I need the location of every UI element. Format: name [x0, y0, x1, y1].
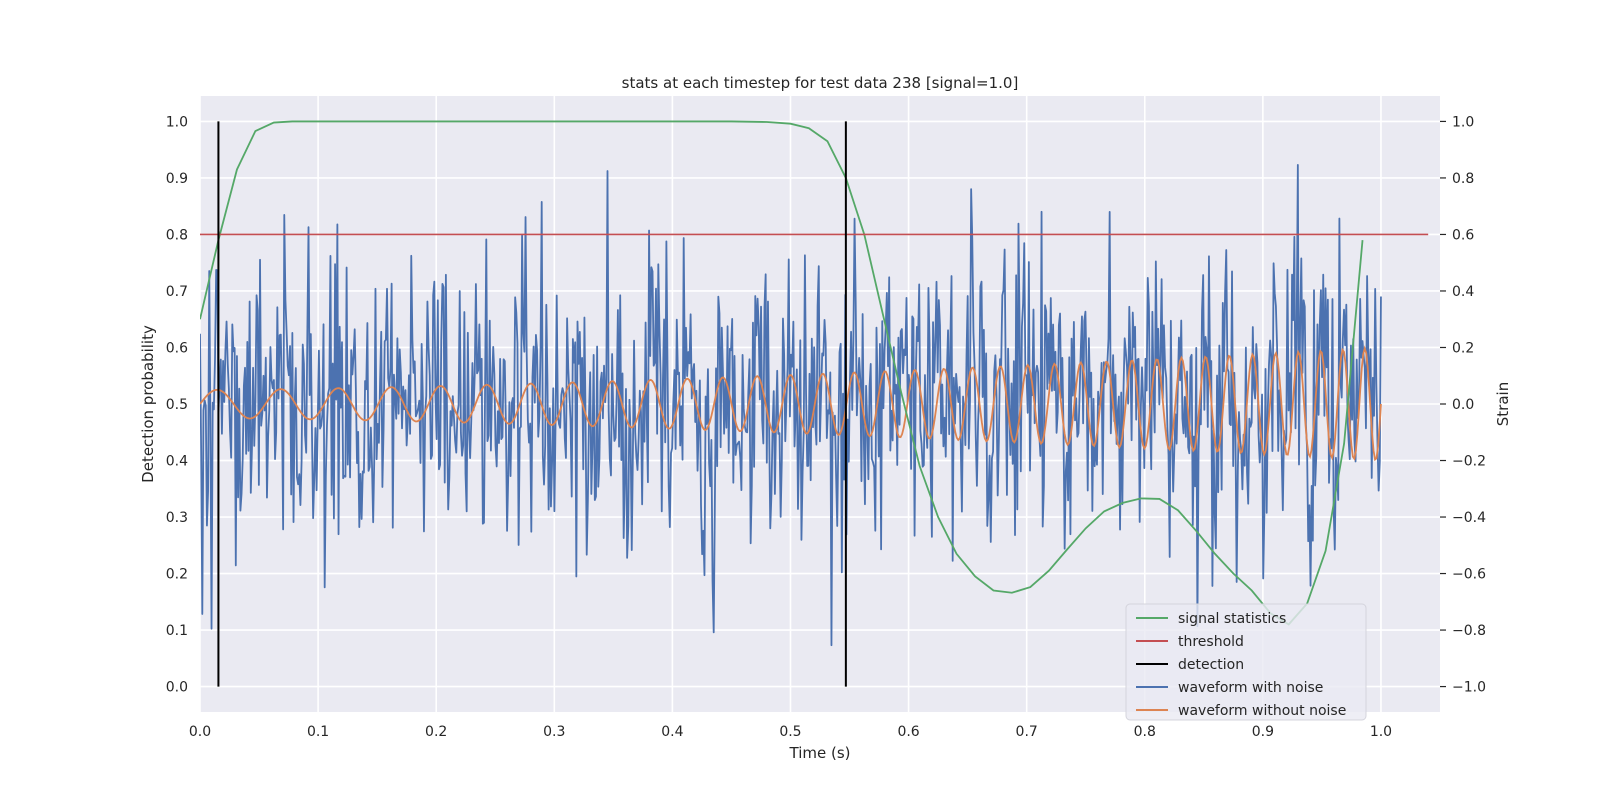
x-tick-label: 0.0 [189, 724, 211, 740]
x-tick-label: 0.4 [661, 724, 683, 740]
legend-label: threshold [1178, 634, 1244, 650]
x-tick-label: 0.3 [543, 724, 565, 740]
y-tick-label-left: 0.0 [166, 680, 188, 696]
legend-label: signal statistics [1178, 611, 1286, 627]
legend-label: waveform with noise [1178, 680, 1323, 696]
y-tick-label-right: 0.0 [1452, 397, 1474, 413]
x-tick-label: 0.9 [1252, 724, 1274, 740]
x-tick-label: 0.8 [1134, 724, 1156, 740]
y-tick-label-left: 0.7 [166, 284, 188, 300]
x-tick-label: 1.0 [1370, 724, 1392, 740]
legend-box [1125, 603, 1367, 721]
x-tick-label: 0.1 [307, 724, 329, 740]
x-tick-label: 0.7 [1016, 724, 1038, 740]
x-tick-label: 0.5 [779, 724, 801, 740]
y-tick-label-right: −0.8 [1452, 623, 1486, 639]
y-axis-label-right: Strain [1494, 382, 1512, 426]
y-tick-label-left: 0.6 [166, 340, 188, 356]
y-tick-label-left: 0.9 [166, 171, 188, 187]
series-signal-statistics [200, 120, 1364, 626]
y-axis-label-left: Detection probability [139, 325, 157, 483]
y-tick-label-left: 1.0 [166, 114, 188, 130]
y-tick-label-right: 0.2 [1452, 340, 1474, 356]
y-tick-label-left: 0.2 [166, 567, 188, 583]
y-tick-label-left: 0.3 [166, 510, 188, 526]
legend: signal statistics threshold detection wavef… [1125, 603, 1367, 721]
plot-area [200, 120, 1429, 687]
y-tick-label-right: 0.6 [1452, 227, 1474, 243]
chart-title: stats at each timestep for test data 238… [622, 74, 1019, 92]
series-waveform-with-noise [200, 164, 1382, 647]
series-waveform-without-noise [200, 345, 1382, 462]
y-tick-label-right: −0.4 [1452, 510, 1486, 526]
y-tick-label-right: −0.2 [1452, 454, 1486, 470]
y-tick-label-left: 0.4 [166, 454, 188, 470]
y-tick-label-right: 1.0 [1452, 114, 1474, 130]
x-tick-label: 0.6 [897, 724, 919, 740]
legend-label: detection [1178, 657, 1244, 673]
y-tick-label-right: −0.6 [1452, 567, 1486, 583]
x-tick-label: 0.2 [425, 724, 447, 740]
x-axis-label: Time (s) [789, 744, 851, 762]
y-tick-label-left: 0.5 [166, 397, 188, 413]
y-tick-label-left: 0.8 [166, 227, 188, 243]
y-tick-label-left: 0.1 [166, 623, 188, 639]
legend-label: waveform without noise [1178, 703, 1346, 719]
axes: 0.0 0.1 0.2 0.3 0.4 0.5 0.6 0.7 0.8 0.9 1.0 0.0 0.1 0… [166, 114, 1486, 740]
y-tick-label-right: −1.0 [1452, 680, 1486, 696]
y-tick-label-right: 0.8 [1452, 171, 1474, 187]
y-tick-label-right: 0.4 [1452, 284, 1474, 300]
